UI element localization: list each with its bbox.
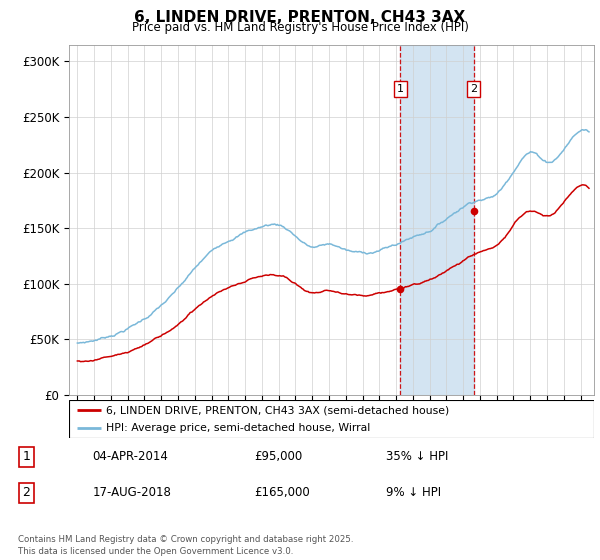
Text: 2: 2 (470, 84, 477, 94)
Text: 9% ↓ HPI: 9% ↓ HPI (386, 486, 442, 499)
Text: 04-APR-2014: 04-APR-2014 (92, 450, 169, 463)
Text: 6, LINDEN DRIVE, PRENTON, CH43 3AX (semi-detached house): 6, LINDEN DRIVE, PRENTON, CH43 3AX (semi… (106, 405, 449, 415)
Text: £165,000: £165,000 (254, 486, 310, 499)
Text: 35% ↓ HPI: 35% ↓ HPI (386, 450, 449, 463)
Text: 2: 2 (22, 486, 31, 499)
Text: 1: 1 (397, 84, 404, 94)
Text: Contains HM Land Registry data © Crown copyright and database right 2025.
This d: Contains HM Land Registry data © Crown c… (18, 535, 353, 556)
Text: 17-AUG-2018: 17-AUG-2018 (92, 486, 172, 499)
Text: Price paid vs. HM Land Registry's House Price Index (HPI): Price paid vs. HM Land Registry's House … (131, 21, 469, 34)
Text: 1: 1 (22, 450, 31, 463)
Text: HPI: Average price, semi-detached house, Wirral: HPI: Average price, semi-detached house,… (106, 423, 370, 433)
Text: £95,000: £95,000 (254, 450, 302, 463)
Text: 6, LINDEN DRIVE, PRENTON, CH43 3AX: 6, LINDEN DRIVE, PRENTON, CH43 3AX (134, 10, 466, 25)
Bar (400, 45, 474, 395)
